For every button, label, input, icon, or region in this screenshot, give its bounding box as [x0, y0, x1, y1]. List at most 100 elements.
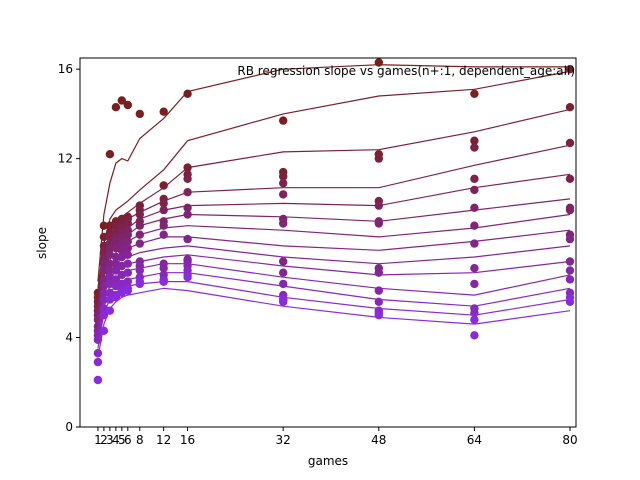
- x-tick-label: 1: [94, 433, 102, 447]
- data-point: [159, 199, 168, 208]
- data-point: [135, 221, 144, 230]
- data-point: [99, 232, 109, 242]
- data-point: [470, 136, 479, 145]
- data-point: [159, 277, 168, 286]
- y-tick-label: 12: [58, 152, 73, 166]
- data-point: [279, 268, 288, 277]
- data-point: [279, 116, 288, 125]
- data-point: [183, 234, 192, 244]
- data-point: [279, 219, 288, 228]
- y-axis-label: slope: [35, 227, 49, 259]
- data-point: [374, 268, 383, 277]
- data-point: [565, 275, 575, 284]
- y-axis: 0 4 12 16: [58, 62, 80, 434]
- data-point: [123, 277, 132, 286]
- data-point: [123, 230, 132, 239]
- data-point: [470, 89, 479, 99]
- data-point: [470, 221, 479, 230]
- data-point: [123, 268, 132, 277]
- data-point: [111, 252, 121, 262]
- data-point: [470, 264, 479, 273]
- data-point: [470, 315, 479, 324]
- y-tick-label: 16: [58, 62, 73, 76]
- x-tick-label: 64: [467, 433, 482, 447]
- data-point: [111, 103, 121, 112]
- data-point: [123, 250, 132, 259]
- data-point: [279, 172, 288, 181]
- data-point: [183, 174, 192, 183]
- chart-title: RB regression slope vs games(n+:1, depen…: [237, 64, 575, 78]
- data-point: [135, 279, 144, 289]
- data-point: [123, 237, 132, 246]
- data-point: [105, 259, 115, 268]
- x-tick-label: 32: [276, 433, 291, 447]
- data-point: [99, 221, 109, 230]
- data-point: [159, 181, 168, 190]
- data-point: [159, 221, 168, 230]
- data-point: [135, 230, 144, 239]
- data-point: [183, 273, 192, 282]
- data-point: [99, 266, 109, 275]
- x-tick-label: 6: [124, 433, 132, 447]
- data-point: [123, 259, 132, 268]
- data-point: [470, 203, 479, 212]
- data-point: [279, 179, 288, 188]
- series-layer: [93, 58, 575, 385]
- data-point: [565, 266, 575, 275]
- data-point: [159, 107, 168, 116]
- data-point: [111, 266, 121, 275]
- data-point: [470, 143, 479, 152]
- series-14: [93, 273, 575, 385]
- x-tick-label: 8: [136, 433, 144, 447]
- data-point: [183, 89, 192, 99]
- data-point: [105, 150, 115, 159]
- data-point: [93, 375, 103, 385]
- data-point: [183, 203, 192, 212]
- x-tick-label: 4: [112, 433, 120, 447]
- x-tick-label: 3: [106, 433, 114, 447]
- data-point: [565, 293, 575, 302]
- data-point: [374, 201, 383, 210]
- data-point: [135, 210, 144, 219]
- data-point: [123, 243, 132, 253]
- data-point: [135, 109, 144, 119]
- data-point: [111, 275, 121, 284]
- data-point: [183, 188, 192, 197]
- x-tick-label: 16: [180, 433, 195, 447]
- data-point: [279, 190, 288, 199]
- x-tick-label: 80: [562, 433, 577, 447]
- data-point: [565, 234, 575, 244]
- x-axis-label: games: [308, 454, 348, 468]
- data-point: [279, 295, 288, 304]
- data-point: [123, 219, 132, 228]
- data-point: [93, 349, 103, 358]
- data-point: [111, 293, 121, 302]
- data-point: [123, 100, 132, 110]
- data-point: [99, 259, 109, 268]
- x-tick-label: 48: [371, 433, 386, 447]
- data-point: [470, 174, 479, 183]
- data-point: [470, 279, 479, 289]
- series-line: [97, 70, 571, 289]
- data-point: [105, 266, 115, 275]
- data-point: [99, 326, 109, 335]
- y-tick-label: 4: [65, 331, 73, 345]
- data-point: [105, 221, 115, 230]
- data-point: [93, 357, 103, 367]
- data-point: [374, 58, 383, 67]
- plot-frame: [79, 57, 577, 428]
- data-point: [374, 219, 383, 228]
- x-tick-label: 12: [156, 433, 171, 447]
- data-point: [135, 266, 144, 275]
- data-point: [470, 331, 479, 340]
- data-point: [105, 306, 115, 315]
- data-point: [159, 230, 168, 239]
- data-point: [374, 154, 383, 163]
- data-point: [117, 96, 127, 105]
- data-point: [565, 174, 575, 183]
- data-point: [135, 239, 144, 248]
- data-point: [105, 243, 115, 253]
- data-point: [159, 205, 168, 215]
